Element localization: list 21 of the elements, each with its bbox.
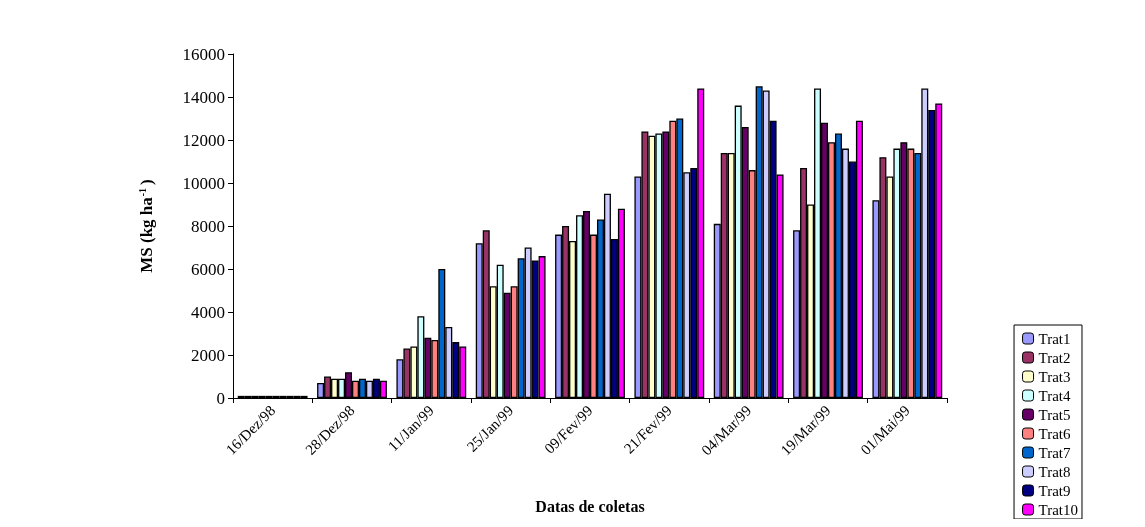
legend-label: Trat2	[1038, 349, 1071, 366]
legend-label: Trat6	[1038, 425, 1071, 442]
y-tick-label: 8000	[191, 216, 225, 236]
y-tick-label: 16000	[182, 44, 225, 64]
legend-label: Trat8	[1038, 463, 1071, 480]
legend-label: Trat3	[1038, 368, 1071, 385]
y-tick-label: 10000	[182, 173, 225, 193]
y-axis-title: MS (kg ha-1)	[136, 179, 156, 273]
legend-label: Trat4	[1038, 387, 1071, 404]
y-tick-label: 0	[216, 388, 225, 408]
y-tick-label: 12000	[182, 130, 225, 150]
legend-label: Trat5	[1038, 406, 1071, 423]
legend-label: Trat10	[1038, 501, 1079, 518]
y-tick-label: 6000	[191, 259, 225, 279]
y-tick-label: 2000	[191, 345, 225, 365]
y-tick-label: 4000	[191, 302, 225, 322]
y-tick-label: 14000	[182, 87, 225, 107]
legend-label: Trat7	[1038, 444, 1071, 461]
x-axis-title: Datas de coletas	[535, 497, 645, 515]
legend-label: Trat9	[1038, 482, 1071, 499]
legend-label: Trat1	[1038, 330, 1071, 347]
